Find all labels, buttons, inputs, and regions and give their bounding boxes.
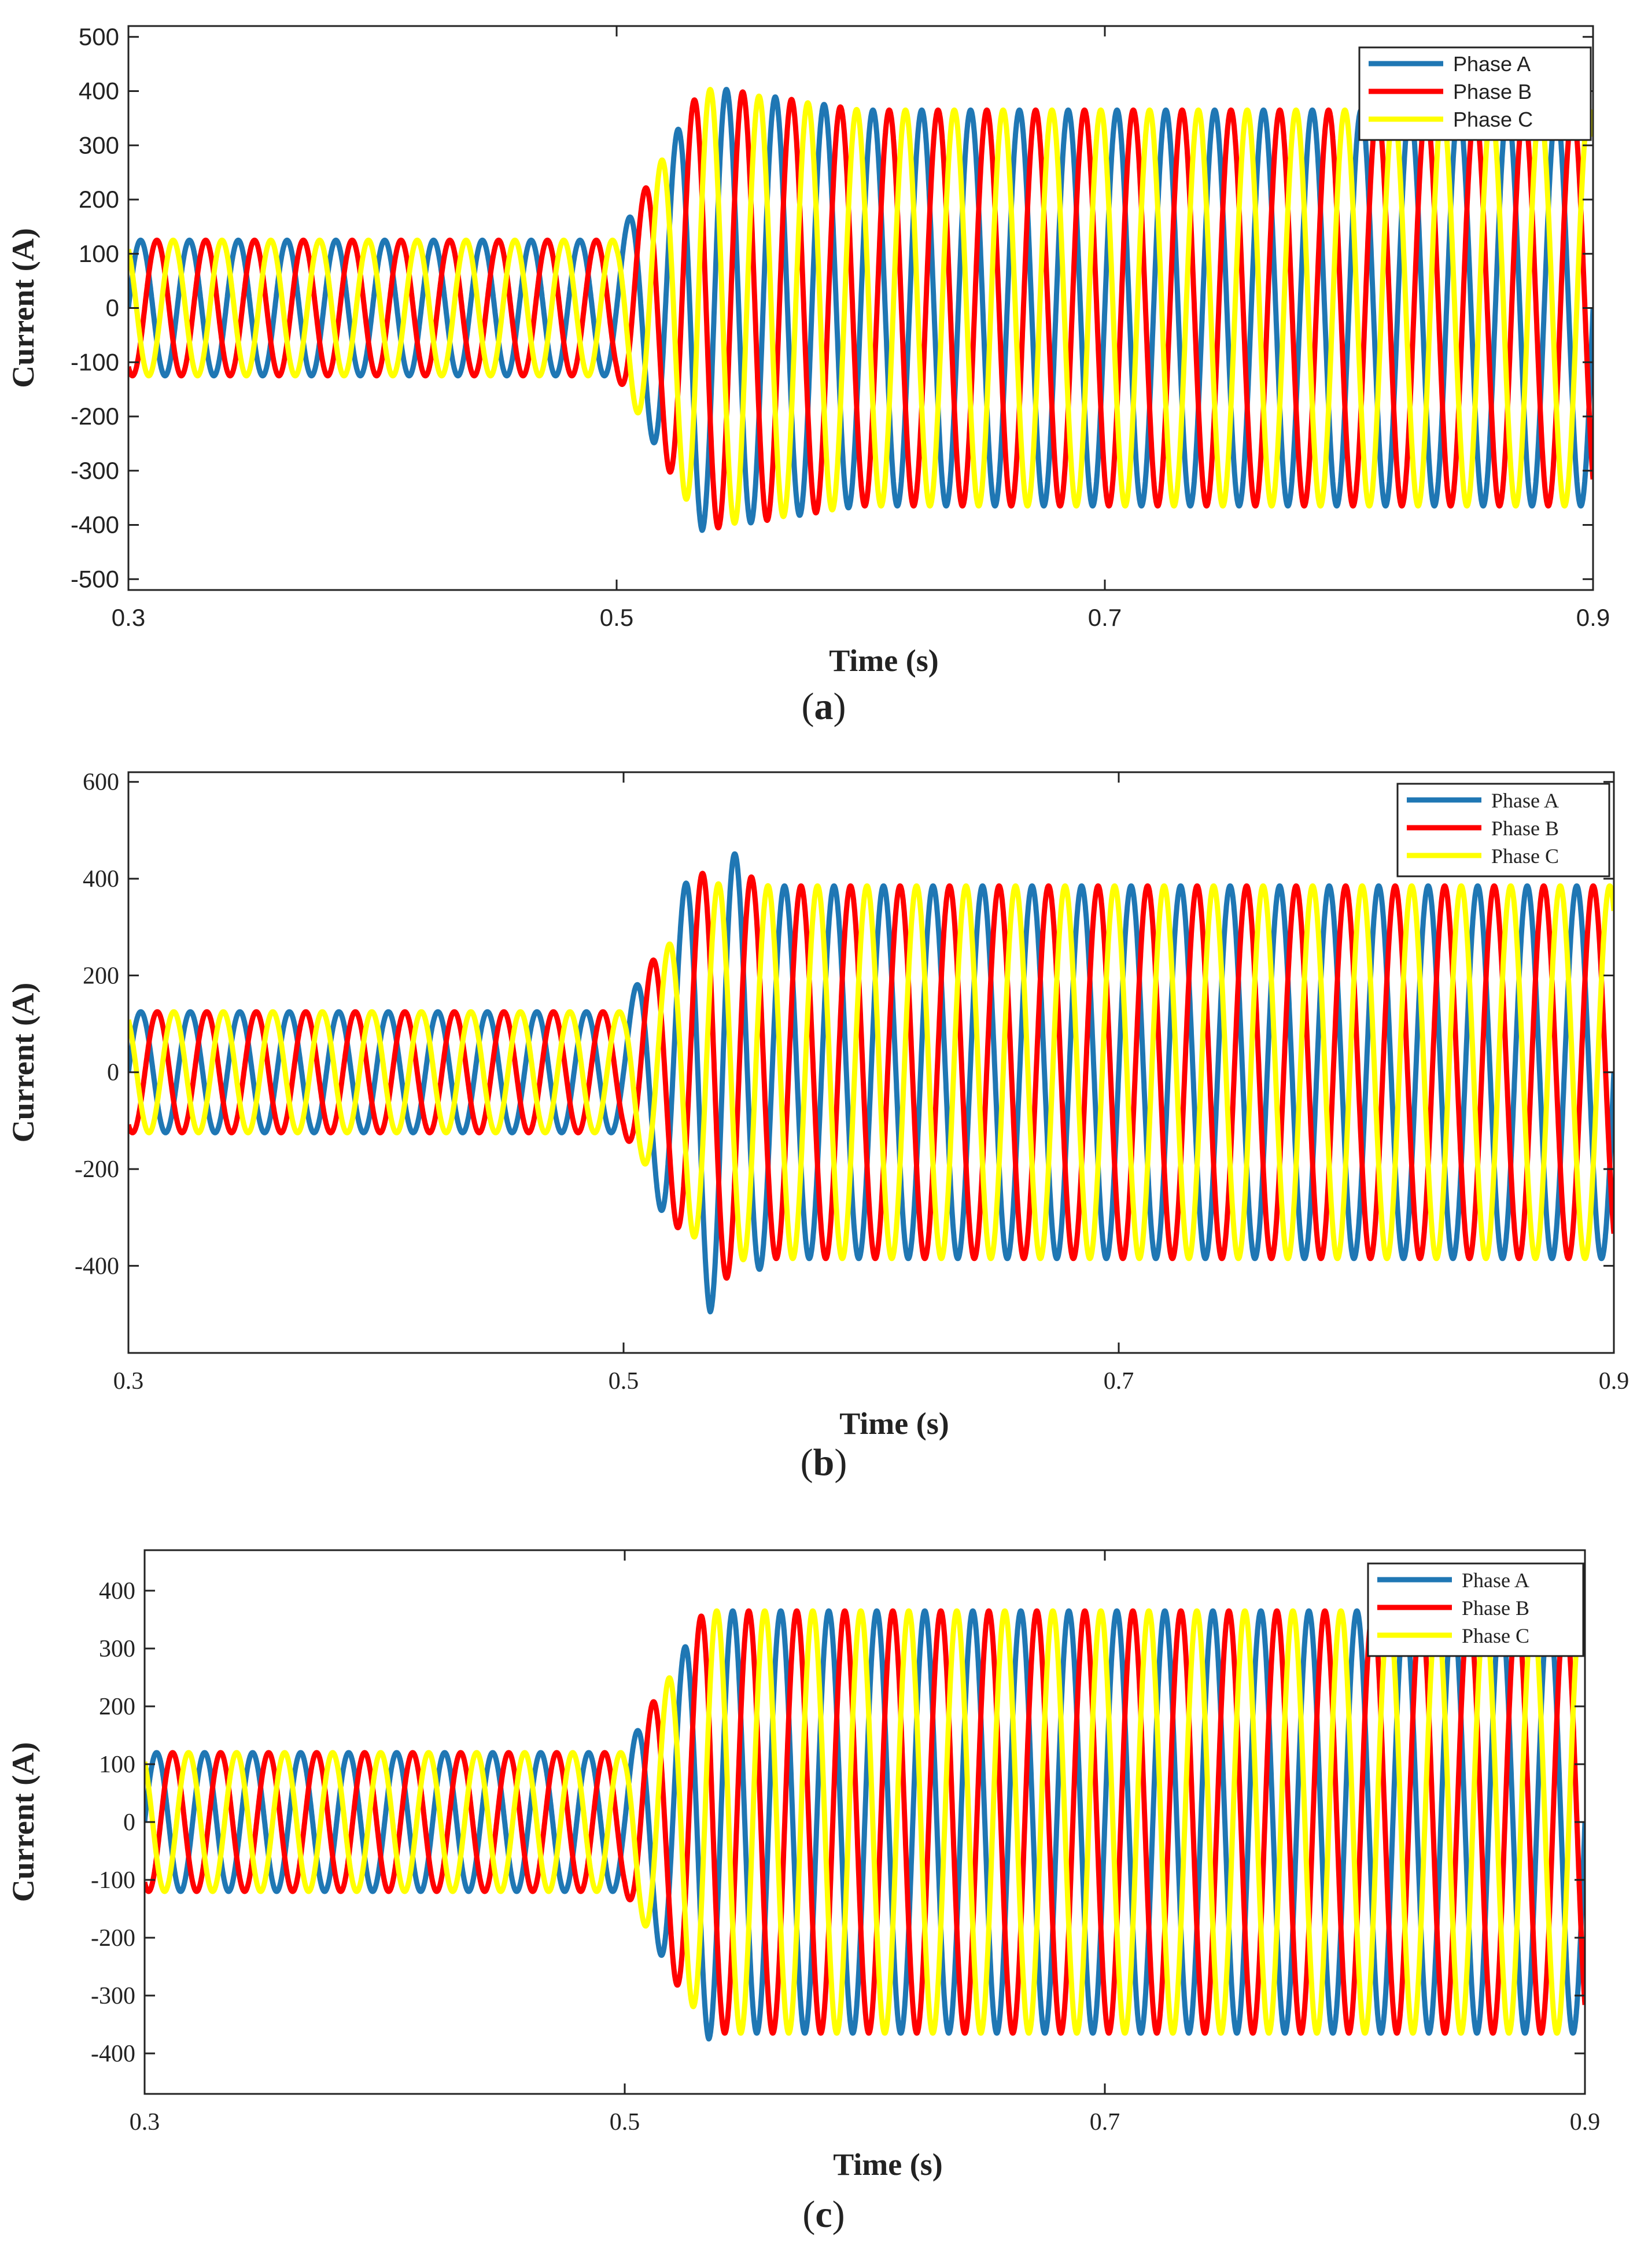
x-axis-label: Time (s): [833, 2147, 942, 2182]
y-tick-label: 400: [83, 866, 119, 893]
y-tick-label: 300: [79, 131, 119, 158]
x-tick-label: 0.9: [1576, 604, 1610, 631]
chart-panel-a: 0.3 0.5 0.7 0.9 -500 -400 -300 -200 -100 0 100 200 3…: [6, 23, 1610, 728]
x-tick-label: 0.3: [130, 2109, 160, 2136]
y-tick-label: -100: [71, 348, 119, 375]
caption-open-paren: (: [801, 1441, 813, 1484]
x-tick-label: 0.3: [113, 1368, 144, 1395]
series-line-phase-b: [128, 89, 1593, 530]
y-tick-label: -200: [91, 1925, 135, 1952]
series-line-phase-b: [145, 1608, 1585, 2036]
caption-open-paren: (: [802, 2193, 815, 2236]
caption-letter: b: [813, 1441, 835, 1484]
x-tick-label: 0.9: [1599, 1368, 1629, 1395]
y-tick-label: 600: [83, 769, 119, 796]
series-line-phase-c: [145, 1608, 1585, 2036]
series-line-phase-c: [128, 87, 1593, 526]
y-tick-label: -500: [71, 565, 119, 592]
y-tick-label: -300: [71, 457, 119, 484]
caption-close-paren: ): [834, 1441, 847, 1484]
y-tick-label: 500: [79, 23, 119, 50]
y-tick-label: 400: [99, 1578, 135, 1605]
x-tick-label: 0.7: [1090, 2109, 1120, 2136]
caption-close-paren: ): [832, 2193, 845, 2236]
legend-label: Phase A: [1491, 789, 1559, 812]
panel-caption: (a): [802, 685, 846, 728]
x-tick-label: 0.5: [609, 1368, 639, 1395]
y-axis-label: Current (A): [6, 228, 40, 388]
x-tick-label: 0.5: [610, 2109, 640, 2136]
legend-label: Phase B: [1453, 80, 1532, 104]
x-axis-label: Time (s): [839, 1406, 949, 1441]
caption-letter: c: [815, 2193, 832, 2236]
legend-label: Phase C: [1491, 844, 1559, 868]
series-line-phase-c: [128, 881, 1614, 1263]
series-line-phase-a: [128, 87, 1593, 533]
series-group: [128, 851, 1614, 1315]
caption-open-paren: (: [802, 685, 814, 728]
legend-label: Phase C: [1462, 1624, 1529, 1647]
x-tick-label: 0.3: [112, 604, 145, 631]
chart-panel-c: 0.3 0.5 0.7 0.9 -400 -300 -200 -100 0 100 200 300 40…: [6, 1549, 1601, 2236]
y-axis-label: Current (A): [6, 1742, 40, 1902]
y-tick-label: -300: [91, 1983, 135, 2009]
y-axis-label: Current (A): [6, 983, 40, 1142]
caption-close-paren: ): [834, 685, 846, 728]
series-group: [128, 87, 1593, 533]
legend-label: Phase A: [1453, 52, 1531, 76]
y-tick-label: 0: [107, 1060, 119, 1086]
legend: Phase A Phase B Phase C: [1358, 46, 1592, 141]
y-tick-label: 100: [79, 240, 119, 267]
y-tick-label: -400: [75, 1253, 119, 1279]
y-tick-label: -200: [71, 403, 119, 430]
series-group: [145, 1608, 1585, 2042]
y-tick-label: 200: [83, 962, 119, 989]
panel-caption: (b): [801, 1441, 847, 1484]
series-line-phase-b: [128, 871, 1614, 1281]
y-tick-label: 0: [106, 294, 119, 322]
y-tick-label: -100: [91, 1867, 135, 1894]
legend: Phase A Phase B Phase C: [1396, 783, 1610, 877]
x-tick-label: 0.7: [1088, 604, 1122, 631]
y-tick-label: -400: [91, 2041, 135, 2067]
x-tick-label: 0.9: [1570, 2109, 1601, 2136]
caption-letter: a: [814, 685, 834, 728]
y-tick-label: 400: [79, 78, 119, 105]
series-line-phase-a: [128, 851, 1614, 1315]
legend-label: Phase A: [1462, 1569, 1529, 1592]
panel-caption: (c): [802, 2193, 845, 2236]
chart-panel-b: 0.3 0.5 0.7 0.9 -400 -200 0 200 400 600 Time (s) Cu…: [6, 769, 1629, 1484]
y-tick-label: -400: [71, 511, 119, 539]
y-tick-label: 200: [79, 186, 119, 213]
series-line-phase-a: [145, 1608, 1585, 2042]
x-tick-label: 0.7: [1104, 1368, 1134, 1395]
legend: Phase A Phase B Phase C: [1367, 1562, 1584, 1657]
x-axis-label: Time (s): [829, 643, 938, 678]
y-tick-label: 300: [99, 1636, 135, 1662]
y-tick-label: 0: [123, 1809, 135, 1836]
axes-frame: [127, 771, 1615, 1354]
y-tick-label: 100: [99, 1751, 135, 1778]
y-tick-label: 200: [99, 1694, 135, 1720]
legend-label: Phase B: [1491, 817, 1559, 840]
x-tick-label: 0.5: [600, 604, 633, 631]
legend-label: Phase B: [1462, 1596, 1529, 1620]
legend-label: Phase C: [1453, 108, 1533, 131]
y-tick-label: -200: [75, 1156, 119, 1183]
